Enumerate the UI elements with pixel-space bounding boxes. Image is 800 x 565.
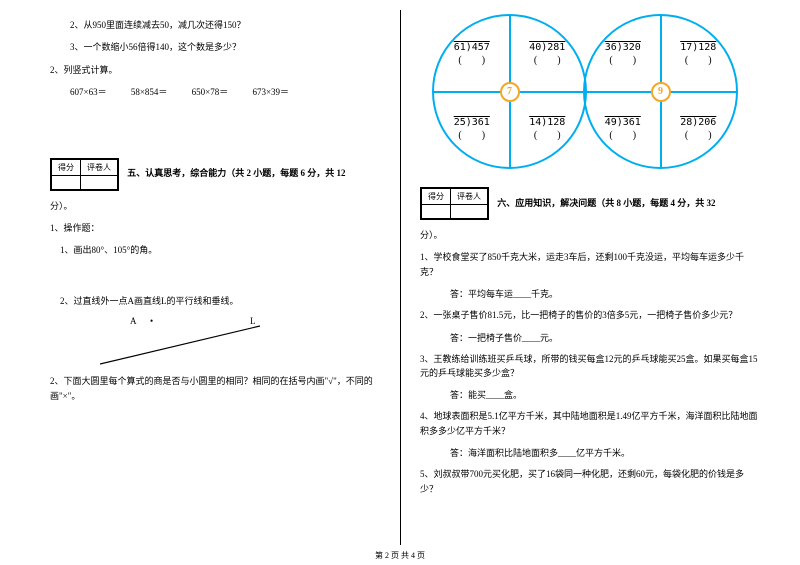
c1-bl-paren: ( ) [458, 129, 485, 142]
question-3: 3、一个数缩小56倍得140，这个数是多少？ [70, 40, 390, 54]
calc-3: 650×78＝ [192, 85, 229, 99]
c1-br-div: 14)128 [529, 117, 565, 128]
op-2: 2、过直线外一点A画直线L的平行线和垂线。 [60, 294, 390, 308]
c2-tl-paren: ( ) [609, 54, 636, 67]
c2-br-paren: ( ) [685, 129, 712, 142]
line-diagram: A • L [100, 316, 280, 366]
c1-center: 7 [500, 82, 520, 102]
score-h2: 评卷人 [81, 159, 118, 175]
score-blank [451, 205, 488, 219]
c1-bl: 25)361 ( ) [434, 92, 510, 168]
page-footer: 第 2 页 共 4 页 [0, 550, 800, 561]
section-5-tail: 分）。 [50, 199, 390, 213]
problem-2: 2、一张桌子售价81.5元，比一把椅子的售价的3倍多5元，一把椅子售价多少元？ [420, 308, 760, 322]
c2-tl-div: 36)320 [605, 42, 641, 53]
c1-tl-div: 61)457 [454, 42, 490, 53]
score-blank [422, 205, 451, 219]
c2-tr: 17)128 ( ) [661, 16, 737, 92]
op-1: 1、画出80°、105°的角。 [60, 243, 390, 257]
score-blank [81, 175, 118, 189]
c2-bl-paren: ( ) [609, 129, 636, 142]
answer-3: 答：能买____盒。 [450, 388, 760, 401]
answer-1: 答：平均每车运____千克。 [450, 287, 760, 300]
problem-4: 4、地球表面积是5.1亿平方千米，其中陆地面积是1.49亿平方千米，海洋面积比陆… [420, 409, 760, 438]
big-circle-2: 36)320 ( ) 17)128 ( ) 49)361 ( ) 28)206 … [583, 14, 738, 169]
score-table-5: 得分 评卷人 [50, 158, 119, 191]
c1-br-paren: ( ) [534, 129, 561, 142]
question-2b: 2、下面大圆里每个算式的商是否与小圆里的相同？相同的在括号内画"√"，不同的画"… [50, 374, 390, 403]
c2-tl: 36)320 ( ) [585, 16, 661, 92]
line-l-svg [100, 316, 280, 366]
op-title: 1、操作题： [50, 221, 390, 235]
calc-1: 607×63＝ [70, 85, 107, 99]
problem-5: 5、刘叔叔带700元买化肥，买了16袋同一种化肥，还剩60元，每袋化肥的价钱是多… [420, 467, 760, 496]
c2-tr-paren: ( ) [685, 54, 712, 67]
answer-4: 答：海洋面积比陆地面积多____亿平方千米。 [450, 446, 760, 459]
c2-center: 9 [651, 82, 671, 102]
section-6-tail: 分）。 [420, 228, 760, 242]
c2-tr-div: 17)128 [680, 42, 716, 53]
problem-3: 3、王教练给训练班买乒乓球，所带的钱买每盒12元的乒乓球能买25盒。如果买每盒1… [420, 352, 760, 381]
score-h1: 得分 [52, 159, 81, 175]
score-blank [52, 175, 81, 189]
c2-br-div: 28)206 [680, 117, 716, 128]
big-circle-1: 61)457 ( ) 40)281 ( ) 25)361 ( ) 14)128 … [432, 14, 587, 169]
score-h1: 得分 [422, 189, 451, 205]
c1-tr-div: 40)281 [529, 42, 565, 53]
c2-bl-div: 49)361 [605, 117, 641, 128]
calc-2: 58×854＝ [131, 85, 168, 99]
c1-bl-div: 25)361 [454, 117, 490, 128]
c1-tr: 40)281 ( ) [510, 16, 586, 92]
section-5-title: 五、认真思考，综合能力（共 2 小题，每题 6 分，共 12 [127, 168, 345, 178]
calc-title: 2、列竖式计算。 [50, 63, 390, 77]
c2-bl: 49)361 ( ) [585, 92, 661, 168]
section-5-header: 得分 评卷人 五、认真思考，综合能力（共 2 小题，每题 6 分，共 12 [50, 158, 390, 191]
c1-tl-paren: ( ) [458, 54, 485, 67]
problem-1: 1、学校食堂买了850千克大米，运走3车后，还剩100千克没运，平均每车运多少千… [420, 250, 760, 279]
section-6-header: 得分 评卷人 六、应用知识，解决问题（共 8 小题，每题 4 分，共 32 [420, 187, 760, 220]
right-column: 61)457 ( ) 40)281 ( ) 25)361 ( ) 14)128 … [400, 10, 770, 540]
left-column: 2、从950里面连续减去50，减几次还得150？ 3、一个数缩小56倍得140，… [30, 10, 400, 540]
calc-4: 673×39＝ [252, 85, 289, 99]
c1-tl: 61)457 ( ) [434, 16, 510, 92]
c1-br: 14)128 ( ) [510, 92, 586, 168]
c2-br: 28)206 ( ) [661, 92, 737, 168]
answer-2: 答：一把椅子售价____元。 [450, 331, 760, 344]
calc-row: 607×63＝ 58×854＝ 650×78＝ 673×39＝ [70, 85, 390, 99]
c1-tr-paren: ( ) [534, 54, 561, 67]
section-6-title: 六、应用知识，解决问题（共 8 小题，每题 4 分，共 32 [497, 198, 715, 208]
score-h2: 评卷人 [451, 189, 488, 205]
circles-diagram: 61)457 ( ) 40)281 ( ) 25)361 ( ) 14)128 … [410, 14, 760, 169]
score-table-6: 得分 评卷人 [420, 187, 489, 220]
question-2: 2、从950里面连续减去50，减几次还得150？ [70, 18, 390, 32]
